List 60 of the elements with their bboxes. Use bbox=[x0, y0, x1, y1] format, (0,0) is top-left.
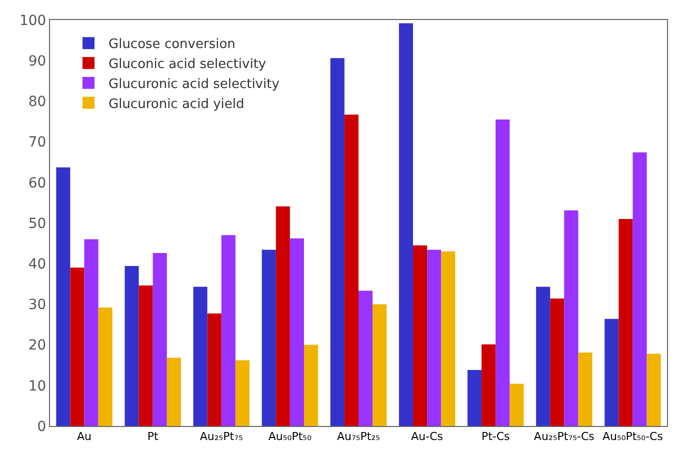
bar bbox=[166, 358, 181, 426]
bar bbox=[304, 344, 318, 426]
bar bbox=[482, 344, 496, 426]
y-tick-label: 50 bbox=[28, 216, 46, 232]
bar bbox=[441, 251, 456, 426]
x-tick-label: Pt bbox=[147, 430, 159, 444]
y-tick-label: 10 bbox=[28, 378, 46, 394]
bar bbox=[427, 250, 442, 426]
bar bbox=[70, 268, 84, 426]
x-tick-label: Au₇₅Pt₂₅ bbox=[336, 430, 380, 444]
bar bbox=[536, 286, 550, 426]
x-tick-label: Au₅₀Pt₅₀ bbox=[268, 430, 312, 444]
y-tick-label: 70 bbox=[28, 134, 46, 151]
bar bbox=[646, 354, 661, 426]
bar bbox=[290, 238, 304, 426]
bar bbox=[152, 253, 167, 426]
legend-label: Glucuronic acid selectivity bbox=[108, 76, 280, 92]
bar bbox=[56, 167, 70, 426]
bar bbox=[398, 23, 413, 426]
x-tick-label: Au-Cs bbox=[411, 430, 444, 444]
bar bbox=[138, 286, 153, 426]
bar bbox=[604, 318, 619, 426]
y-tick-label: 20 bbox=[28, 338, 46, 354]
y-tick-label: 80 bbox=[28, 94, 46, 110]
y-tick-label: 30 bbox=[28, 297, 46, 314]
bar bbox=[262, 250, 276, 426]
bar bbox=[550, 298, 564, 426]
bar bbox=[632, 152, 647, 426]
x-tick-label: Au₅₀Pt₅₀-Cs bbox=[602, 430, 664, 444]
y-tick-label: 40 bbox=[28, 256, 46, 272]
bar bbox=[207, 314, 222, 426]
x-tick-label: Au₂₅Pt₇₅ bbox=[200, 430, 243, 444]
bar bbox=[344, 114, 358, 426]
legend-label: Gluconic acid selectivity bbox=[108, 57, 266, 72]
bar bbox=[578, 352, 592, 426]
x-tick-label: Au bbox=[77, 430, 92, 444]
bar bbox=[276, 206, 290, 426]
bar bbox=[468, 370, 482, 426]
y-tick-label: 100 bbox=[19, 12, 46, 29]
x-tick-label: Pt-Cs bbox=[481, 430, 510, 444]
y-tick-label: 90 bbox=[28, 54, 46, 70]
bar bbox=[496, 119, 510, 426]
legend-label: Glucose conversion bbox=[108, 37, 236, 52]
bar bbox=[358, 290, 373, 426]
bar bbox=[84, 239, 98, 426]
bar bbox=[413, 245, 428, 426]
bar bbox=[124, 266, 139, 426]
bar bbox=[618, 218, 633, 426]
legend-label: Glucuronic acid yield bbox=[108, 96, 244, 112]
y-tick-label: 60 bbox=[28, 175, 46, 192]
x-tick-label: Au₂₅Pt₇₅-Cs bbox=[534, 430, 595, 444]
bar bbox=[330, 58, 344, 426]
bar bbox=[193, 286, 208, 426]
bar bbox=[235, 360, 250, 426]
bar bbox=[98, 307, 112, 426]
y-tick-label: 0 bbox=[37, 418, 46, 435]
bar bbox=[372, 304, 387, 426]
bar bbox=[564, 210, 578, 426]
bar bbox=[510, 384, 524, 426]
bar bbox=[221, 235, 236, 426]
